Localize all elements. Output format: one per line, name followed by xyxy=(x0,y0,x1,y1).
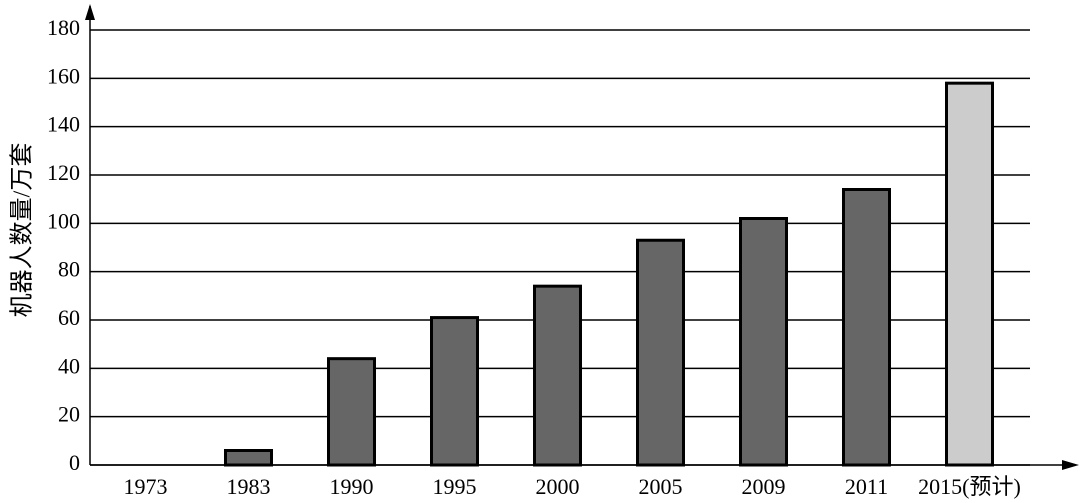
y-tick-label: 180 xyxy=(47,15,80,40)
x-axis-arrow xyxy=(1062,460,1079,470)
x-tick-label: 1983 xyxy=(227,474,271,499)
bar xyxy=(842,188,891,467)
bar xyxy=(224,449,273,467)
y-tick-label: 140 xyxy=(47,112,80,137)
bar xyxy=(739,217,788,467)
bar xyxy=(327,357,376,467)
y-tick-label: 80 xyxy=(58,257,80,282)
x-tick-label: 1995 xyxy=(433,474,477,499)
y-axis-label: 机器人数量/万套 xyxy=(9,143,36,318)
y-tick-label: 60 xyxy=(58,305,80,330)
bar xyxy=(430,316,479,467)
x-tick-label: 2009 xyxy=(742,474,786,499)
x-tick-label: 1973 xyxy=(124,474,168,499)
y-tick-label: 160 xyxy=(47,63,80,88)
y-tick-label: 20 xyxy=(58,402,80,427)
x-tick-label: 2015(预计) xyxy=(918,474,1021,499)
x-tick-label: 2000 xyxy=(536,474,580,499)
x-tick-label: 2011 xyxy=(845,474,888,499)
y-tick-label: 40 xyxy=(58,353,80,378)
y-tick-label: 120 xyxy=(47,160,80,185)
bar xyxy=(636,238,685,467)
bar xyxy=(533,284,582,467)
y-tick-label: 0 xyxy=(69,450,80,475)
x-tick-label: 1990 xyxy=(330,474,374,499)
y-axis-arrow xyxy=(85,4,95,20)
y-tick-label: 100 xyxy=(47,208,80,233)
x-tick-label: 2005 xyxy=(639,474,683,499)
bar xyxy=(945,81,994,467)
